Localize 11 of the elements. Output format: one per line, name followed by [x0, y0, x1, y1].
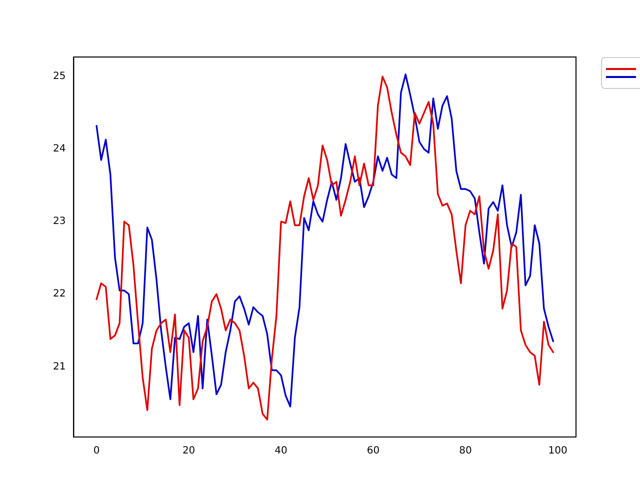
x-tick-label: 0 [93, 446, 100, 457]
y-tick-label: 21 [52, 361, 66, 372]
x-tick-label: 40 [274, 446, 288, 457]
x-tick-label: 80 [459, 446, 472, 457]
y-tick-label: 22 [52, 288, 66, 300]
x-tick-label: 20 [182, 446, 196, 457]
x-tick-label: 100 [548, 446, 568, 457]
y-tick-label: 25 [52, 71, 66, 82]
y-tick-label: 23 [52, 216, 66, 228]
y-tick-label: 24 [52, 144, 66, 155]
x-tick-label: 60 [366, 446, 380, 457]
